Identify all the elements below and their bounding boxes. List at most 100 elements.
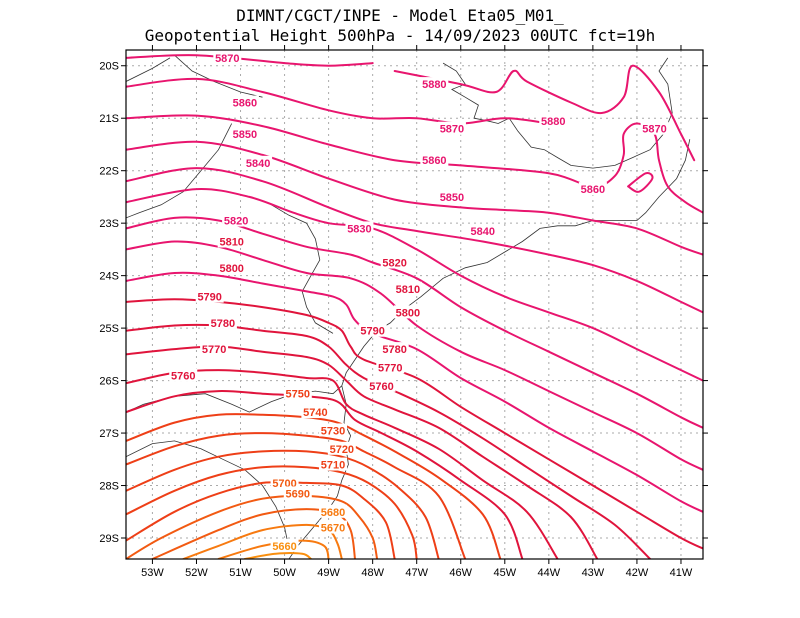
coastline-segment-7: [266, 201, 334, 334]
contour-line-5870-0: [126, 54, 374, 67]
coastline-segment-2: [288, 385, 352, 559]
contour-label-bg-29: [319, 423, 348, 437]
contour-label-bg-15: [380, 255, 409, 269]
contour-label-bg-1: [420, 77, 449, 91]
gridlines: [126, 50, 703, 559]
contour-label-bg-31: [319, 457, 348, 471]
contour-label-21: 5790: [360, 326, 384, 338]
x-tick-label-9: 44W: [538, 567, 561, 579]
contour-label-bg-11: [222, 213, 251, 227]
contour-label-2: 5880: [541, 116, 565, 128]
contour-label-bg-24: [376, 360, 405, 374]
contour-label-5: 5870: [642, 124, 666, 136]
contour-label-bg-12: [345, 221, 374, 235]
contour-label-bg-33: [283, 486, 312, 500]
contour-line-5810-11: [126, 298, 703, 550]
chart-title-line2: Geopotential Height 500hPa - 14/09/2023 …: [144, 26, 656, 45]
contour-label-20: 5780: [211, 318, 235, 330]
contour-label-6: 5850: [233, 129, 257, 141]
contour-label-15: 5820: [382, 258, 406, 270]
x-tick-label-0: 53W: [141, 567, 164, 579]
contour-label-12: 5830: [347, 223, 371, 235]
contour-line-5660-25: [243, 552, 312, 559]
contour-label-11: 5820: [224, 216, 248, 228]
contour-label-bg-2: [539, 113, 568, 127]
contour-label-bg-35: [319, 520, 348, 534]
contour-label-bg-19: [393, 305, 422, 319]
x-tick-label-4: 49W: [317, 567, 340, 579]
contour-label-bg-17: [393, 281, 422, 295]
contour-label-3: 5860: [233, 97, 257, 109]
contour-label-22: 5770: [202, 344, 226, 356]
contour-label-35: 5670: [321, 523, 345, 535]
contour-line-5680-23: [182, 523, 343, 559]
contour-label-26: 5760: [369, 381, 393, 393]
contour-label-27: 5750: [286, 389, 310, 401]
contour-line-5840-6: [126, 167, 703, 314]
contour-label-bg-28: [301, 405, 330, 419]
contour-line-5690-22: [151, 508, 356, 559]
contour-line-5880-1: [393, 64, 696, 162]
y-axis: 20S 21S 22S 23S 24S 25S 26S 27S 28S 29S: [99, 61, 708, 545]
contour-label-bg-7: [420, 153, 449, 167]
contour-label-0: 5870: [215, 53, 239, 65]
contour-label-bg-8: [578, 182, 607, 196]
contour-label-bg-9: [244, 155, 273, 169]
contour-line-5850-5: [126, 140, 703, 256]
x-tick-label-8: 45W: [493, 567, 516, 579]
contour-label-bg-16: [217, 260, 246, 274]
contour-label-bg-20: [208, 315, 237, 329]
contour-label-25: 5760: [171, 370, 195, 382]
contour-line-5860-3: [126, 114, 703, 214]
contour-label-18: 5790: [197, 292, 221, 304]
y-tick-label-9: 29S: [99, 533, 119, 545]
contour-label-bg-26: [367, 378, 396, 392]
x-tick-label-10: 43W: [582, 567, 605, 579]
contour-line-5770-14: [126, 369, 559, 559]
x-axis: 53W 52W 51W 50W 49W 48W 47W 46W 45W 44W 43W 42W 41W: [141, 45, 693, 579]
contour-label-bg-14: [217, 234, 246, 248]
contour-label-36: 5660: [272, 541, 296, 553]
contour-label-bg-5: [640, 121, 669, 135]
y-tick-label-5: 25S: [99, 323, 119, 335]
contour-label-bg-30: [327, 441, 356, 455]
x-tick-label-2: 51W: [229, 567, 252, 579]
contour-label-bg-13: [468, 224, 497, 238]
y-tick-label-2: 22S: [99, 166, 119, 178]
contour-label-bg-21: [358, 323, 387, 337]
contour-line-5760-15: [126, 390, 524, 559]
contour-label-33: 5690: [286, 488, 310, 500]
y-tick-label-0: 20S: [99, 61, 119, 73]
contour-label-1: 5880: [422, 79, 446, 91]
contour-label-bg-0: [213, 50, 242, 64]
contour-line-5750-16: [126, 413, 502, 559]
contour-label-16: 5800: [219, 263, 243, 275]
x-tick-label-12: 41W: [670, 567, 693, 579]
contour-label-bg-27: [283, 386, 312, 400]
y-tick-label-3: 23S: [99, 218, 119, 230]
coastline-segment-4: [126, 57, 171, 82]
contour-label-14: 5810: [219, 237, 243, 249]
contour-label-13: 5840: [471, 226, 495, 238]
contour-label-30: 5720: [330, 444, 354, 456]
contour-label-24: 5770: [378, 362, 402, 374]
x-tick-label-1: 52W: [185, 567, 208, 579]
chart-title-line1: DIMNT/CGCT/INPE - Model Eta05_M01_: [236, 6, 564, 25]
contour-labels: 5870 5880 5880 5860 5870 5870 5850 5860 5860 5840…: [169, 50, 669, 553]
contour-label-bg-34: [319, 504, 348, 518]
x-tick-label-7: 46W: [449, 567, 472, 579]
y-tick-label-8: 28S: [99, 481, 119, 493]
contour-label-17: 5810: [396, 284, 420, 296]
x-tick-label-5: 48W: [361, 567, 384, 579]
plot-frame: [125, 49, 704, 560]
contour-label-10: 5850: [440, 192, 464, 204]
contour-label-bg-18: [195, 289, 224, 303]
contour-label-bg-23: [380, 342, 409, 356]
coastline-segment-8: [126, 440, 290, 549]
contour-label-34: 5680: [321, 507, 345, 519]
contour-label-bg-3: [230, 95, 259, 109]
y-tick-label-7: 27S: [99, 428, 119, 440]
contour-label-bg-6: [230, 126, 259, 140]
contour-line-5870-4: [627, 172, 654, 193]
